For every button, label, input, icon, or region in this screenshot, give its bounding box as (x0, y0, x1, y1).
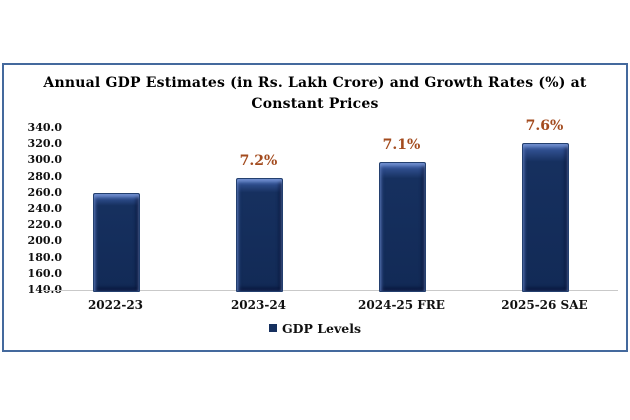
x-axis-line (42, 290, 618, 291)
x-category-label: 2022-23 (87, 298, 144, 312)
x-category-label: 2025-26 SAE (501, 298, 588, 312)
plot-area: 340.0 320.0 300.0 280.0 260.0 240.0 220.0 200.0… (4, 65, 626, 350)
chart-title-line-2: Constant Prices (251, 96, 379, 112)
y-axis-tick-label: 260.0 (27, 185, 62, 199)
bar-2024-25-fre (379, 161, 426, 292)
bar-2022-23 (93, 192, 140, 292)
y-axis-tick-label: 340.0 (27, 121, 62, 134)
y-axis-tick-label: 200.0 (27, 234, 62, 248)
y-axis-tick-label: 180.0 (27, 250, 62, 264)
x-category-label: 2024-25 FRE (358, 298, 445, 312)
chart-title-line-1: Annual GDP Estimates (in Rs. Lakh Crore)… (43, 75, 587, 91)
y-axis-tick-label: 220.0 (27, 218, 62, 232)
y-axis-tick-label: 240.0 (27, 202, 62, 215)
bar-2023-24 (236, 177, 283, 292)
y-axis-tick-label: 320.0 (27, 137, 62, 151)
y-axis-tick-label: 160.0 (27, 266, 62, 280)
y-axis-tick-label: 140.0 (27, 283, 62, 296)
x-category-label: 2023-24 (230, 298, 287, 312)
growth-rate-label: 7.6% (525, 118, 564, 135)
y-axis-tick-label: 300.0 (27, 153, 62, 167)
y-axis-tick-label: 280.0 (27, 169, 62, 183)
legend: GDP Levels (4, 321, 626, 336)
gdp-bar-chart: Annual GDP Estimates (in Rs. Lakh Crore)… (2, 63, 628, 352)
growth-rate-label: 7.1% (382, 136, 421, 153)
legend-swatch-gdp-levels-icon (268, 324, 277, 332)
chart-title: Annual GDP Estimates (in Rs. Lakh Crore)… (4, 73, 626, 115)
legend-label: GDP Levels (281, 321, 361, 336)
bar-2025-26-sae (522, 143, 569, 292)
growth-rate-label: 7.2% (239, 152, 278, 169)
